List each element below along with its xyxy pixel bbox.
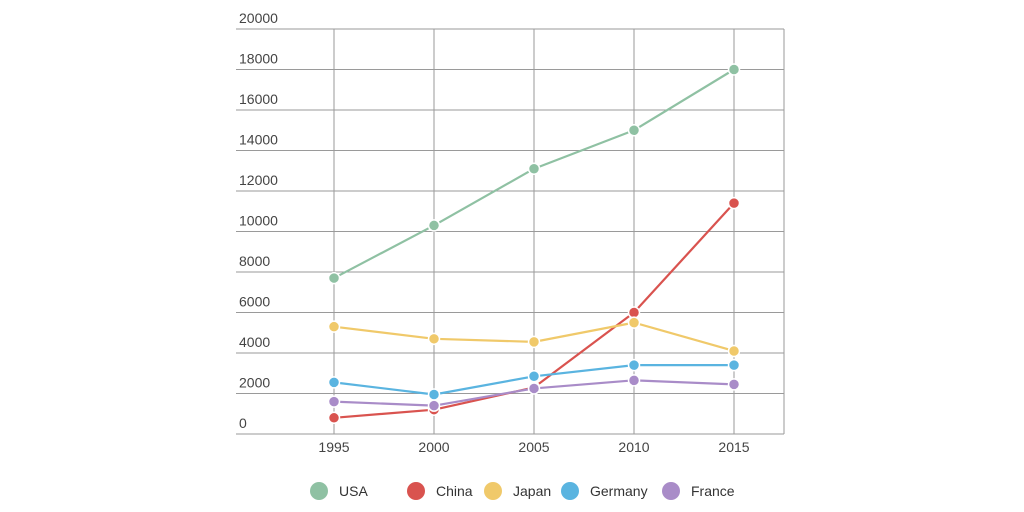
legend-label: USA: [339, 483, 368, 499]
legend-item-japan[interactable]: Japan: [484, 482, 551, 500]
legend-item-china[interactable]: China: [407, 482, 473, 500]
y-tick-label: 20000: [239, 10, 278, 26]
legend-swatch: [561, 482, 579, 500]
legend-label: Japan: [513, 483, 551, 499]
legend-swatch: [407, 482, 425, 500]
y-tick-label: 4000: [239, 334, 270, 350]
data-point-usa[interactable]: [327, 271, 341, 285]
legend-label: Germany: [590, 483, 648, 499]
data-point-japan[interactable]: [627, 316, 641, 329]
y-tick-label: 12000: [239, 172, 278, 188]
y-tick-label: 6000: [239, 294, 270, 310]
series-usa: [327, 63, 741, 285]
x-tick-label: 2015: [718, 439, 749, 455]
series-japan: [327, 316, 741, 358]
data-point-usa[interactable]: [427, 219, 441, 232]
data-point-france[interactable]: [727, 378, 741, 391]
data-point-france[interactable]: [427, 399, 441, 412]
data-point-china[interactable]: [727, 196, 741, 210]
series-lines: [327, 63, 741, 425]
data-point-japan[interactable]: [527, 335, 541, 349]
legend-swatch: [662, 482, 680, 500]
data-point-germany[interactable]: [427, 388, 441, 401]
data-point-japan[interactable]: [727, 344, 741, 358]
data-point-germany[interactable]: [527, 370, 541, 383]
legend-label: China: [436, 483, 473, 499]
y-axis-ticks: 0 2000 4000 6000 8000 10000 12000 14000 16000 180…: [239, 10, 278, 431]
data-point-japan[interactable]: [327, 320, 341, 333]
data-point-france[interactable]: [627, 374, 641, 387]
legend-swatch: [484, 482, 502, 500]
y-tick-label: 18000: [239, 51, 278, 67]
data-point-usa[interactable]: [727, 63, 741, 76]
data-point-france[interactable]: [327, 395, 341, 408]
legend-label: France: [691, 483, 735, 499]
legend-item-france[interactable]: France: [662, 482, 735, 500]
legend: USA China Japan Germany France: [310, 482, 735, 500]
data-point-germany[interactable]: [727, 358, 741, 372]
x-axis-ticks: 1995 2000 2005 2010 2015: [318, 439, 749, 455]
x-tick-label: 2010: [618, 439, 649, 455]
y-tick-label: 10000: [239, 213, 278, 229]
legend-swatch: [310, 482, 328, 500]
y-tick-label: 16000: [239, 91, 278, 107]
data-point-germany[interactable]: [627, 358, 641, 372]
legend-item-usa[interactable]: USA: [310, 482, 368, 500]
data-point-usa[interactable]: [527, 162, 541, 175]
x-tick-label: 1995: [318, 439, 349, 455]
data-point-china[interactable]: [327, 411, 341, 425]
data-point-china[interactable]: [627, 306, 641, 319]
data-point-usa[interactable]: [627, 124, 641, 137]
y-tick-label: 0: [239, 415, 247, 431]
legend-item-germany[interactable]: Germany: [561, 482, 648, 500]
series-germany: [327, 358, 741, 401]
x-tick-label: 2000: [418, 439, 449, 455]
data-point-france[interactable]: [527, 382, 541, 395]
data-point-germany[interactable]: [327, 376, 341, 389]
y-tick-label: 8000: [239, 253, 270, 269]
x-tick-label: 2005: [518, 439, 549, 455]
series-france: [327, 374, 741, 412]
y-tick-label: 2000: [239, 375, 270, 391]
y-tick-label: 14000: [239, 132, 278, 148]
data-point-japan[interactable]: [427, 332, 441, 346]
